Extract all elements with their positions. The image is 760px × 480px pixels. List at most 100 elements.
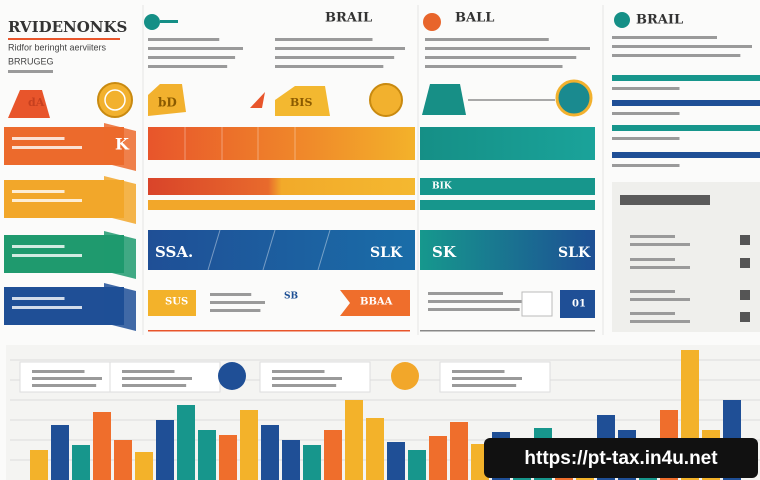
text-line <box>8 70 53 73</box>
text-line <box>425 47 590 50</box>
text-line <box>612 36 717 39</box>
house-icon <box>8 90 50 118</box>
column-title: BALL <box>455 11 494 26</box>
stripe <box>612 75 760 81</box>
tag <box>148 290 196 316</box>
icon <box>614 12 630 28</box>
card-heading <box>620 195 710 205</box>
bar <box>282 440 300 480</box>
text-line <box>630 320 690 323</box>
text-line <box>32 384 97 387</box>
underline <box>8 38 120 40</box>
watermark-box <box>484 438 758 478</box>
band-label: SLK <box>370 245 403 261</box>
text-line <box>148 56 236 59</box>
band-label: SSA. <box>155 243 193 261</box>
text-line <box>122 377 192 380</box>
rule <box>148 330 410 332</box>
pentagon <box>275 86 330 116</box>
seal-inner <box>104 89 126 111</box>
bar <box>93 412 111 480</box>
text-line <box>630 266 690 269</box>
rule <box>420 330 595 332</box>
band <box>420 127 595 160</box>
bar <box>72 445 90 480</box>
callout-icon <box>391 362 419 390</box>
shield <box>422 84 466 115</box>
card-icon <box>740 258 750 268</box>
text-line <box>452 384 517 387</box>
bar <box>366 418 384 480</box>
column-title: BRAIL <box>325 11 372 26</box>
band <box>148 200 415 210</box>
text-line <box>452 377 522 380</box>
icon-line <box>160 20 178 23</box>
text-line <box>12 254 82 257</box>
subtitle: Ridfor beringht aerviiters <box>8 42 107 52</box>
text-line <box>210 301 265 304</box>
icon <box>144 14 160 30</box>
badge-label: dA <box>28 96 45 109</box>
text-line <box>275 47 405 50</box>
bar <box>345 400 363 480</box>
text-line <box>612 87 680 90</box>
band-label: SLK <box>558 245 591 261</box>
bar <box>450 422 468 480</box>
text-line <box>630 235 675 238</box>
ribbon-tab <box>104 231 136 279</box>
text-line <box>275 56 395 59</box>
seal <box>369 83 403 117</box>
band <box>420 200 595 210</box>
band <box>148 127 415 160</box>
text-line <box>32 370 85 373</box>
text-line <box>428 292 503 295</box>
icon <box>423 13 441 31</box>
text-line <box>210 309 261 312</box>
title: RVIDENONKS <box>8 18 127 36</box>
band <box>420 178 595 195</box>
tag <box>521 291 553 317</box>
text-line <box>122 370 175 373</box>
text-line <box>148 38 220 41</box>
text-line <box>428 300 528 303</box>
bar <box>408 450 426 480</box>
stripe <box>612 152 760 158</box>
text-line <box>630 290 675 293</box>
text-line <box>428 308 520 311</box>
shield <box>148 84 186 116</box>
bar <box>198 430 216 480</box>
text-line <box>12 199 82 202</box>
ribbon-label: K <box>115 135 130 154</box>
ribbon-tab <box>104 176 136 224</box>
text-line <box>32 377 102 380</box>
bar <box>240 410 258 480</box>
bar <box>114 440 132 480</box>
text-line <box>612 54 741 57</box>
text-line <box>425 38 549 41</box>
text-line <box>272 377 342 380</box>
bar <box>387 442 405 480</box>
bar <box>156 420 174 480</box>
band-label: BIK <box>432 182 453 192</box>
text-line <box>122 384 187 387</box>
card-icon <box>740 290 750 300</box>
card <box>612 182 760 332</box>
text-line <box>210 293 252 296</box>
band-sep <box>207 229 221 271</box>
text-line <box>148 47 243 50</box>
text-line <box>12 306 82 309</box>
tag: BRRUGEG <box>8 56 54 66</box>
text-line <box>630 298 690 301</box>
text-line <box>612 137 680 140</box>
badge-label: BIS <box>290 96 312 109</box>
tag-label: SUS <box>165 297 188 308</box>
band-label: SK <box>432 243 457 261</box>
badge-label: bD <box>158 96 177 110</box>
text-line <box>630 243 690 246</box>
tag <box>340 290 410 316</box>
band-sep <box>262 229 276 271</box>
tag-label: BBAA <box>360 297 393 308</box>
stripe <box>612 100 760 106</box>
callout-icon <box>218 362 246 390</box>
